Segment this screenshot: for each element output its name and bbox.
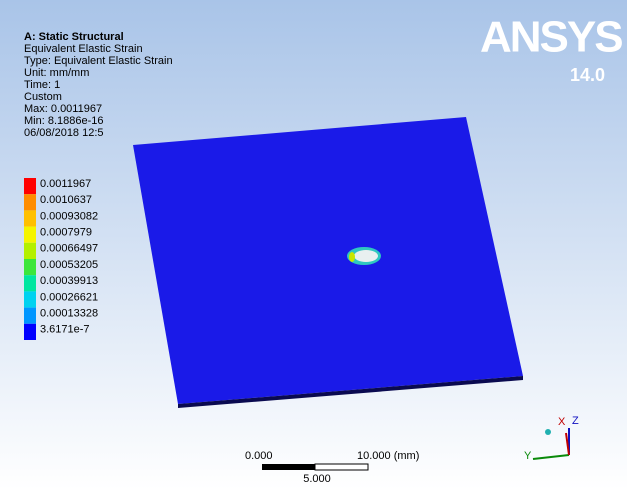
- scale-segment: [262, 464, 315, 470]
- legend-label: 0.0007979: [40, 227, 92, 239]
- logo-version: 14.0: [570, 65, 605, 85]
- triad-z: Z: [572, 415, 579, 427]
- logo-brand: ANSYS: [480, 13, 622, 62]
- triad-x: X: [558, 416, 566, 428]
- triad-origin: [545, 429, 551, 435]
- scale-middle: 5.000: [303, 473, 331, 485]
- viewport: A: Static Structural Equivalent Elastic …: [0, 0, 627, 490]
- legend-label: 0.00026621: [40, 291, 98, 303]
- legend-swatch: [24, 275, 36, 291]
- legend: 0.0011967 0.0010637 0.00093082 0.0007979 0.0…: [24, 178, 98, 340]
- hole-strain: [349, 252, 355, 262]
- legend-label: 0.0010637: [40, 194, 92, 206]
- legend-label: 0.00053205: [40, 259, 98, 271]
- legend-swatch: [24, 210, 36, 226]
- legend-label: 0.00013328: [40, 308, 98, 320]
- header-line: Type: Equivalent Elastic Strain: [24, 55, 173, 67]
- header-line: Custom: [24, 91, 62, 103]
- scale-left: 0.000: [245, 450, 273, 462]
- legend-swatch: [24, 324, 36, 340]
- triad-y: Y: [524, 450, 532, 462]
- header-line: Time: 1: [24, 79, 60, 91]
- legend-swatch: [24, 259, 36, 275]
- header-line: 06/08/2018 12:5: [24, 127, 104, 139]
- legend-swatch: [24, 308, 36, 324]
- legend-swatch: [24, 243, 36, 259]
- header-line: Min: 8.1886e-16: [24, 115, 104, 127]
- legend-label: 0.00093082: [40, 210, 98, 222]
- header-line: Equivalent Elastic Strain: [24, 43, 143, 55]
- scale-right: 10.000 (mm): [357, 450, 419, 462]
- legend-swatch: [24, 178, 36, 194]
- legend-label: 0.0011967: [40, 178, 91, 190]
- analysis-title: A: Static Structural: [24, 31, 124, 43]
- header-line: Unit: mm/mm: [24, 67, 89, 79]
- legend-label: 0.00066497: [40, 243, 98, 255]
- scale-segment: [315, 464, 368, 470]
- legend-swatch: [24, 227, 36, 243]
- legend-swatch: [24, 194, 36, 210]
- plate: [133, 117, 523, 404]
- header-line: Max: 0.0011967: [24, 103, 102, 115]
- legend-swatch: [24, 291, 36, 307]
- legend-label: 3.6171e-7: [40, 324, 90, 336]
- hole: [354, 250, 378, 262]
- legend-label: 0.00039913: [40, 275, 98, 287]
